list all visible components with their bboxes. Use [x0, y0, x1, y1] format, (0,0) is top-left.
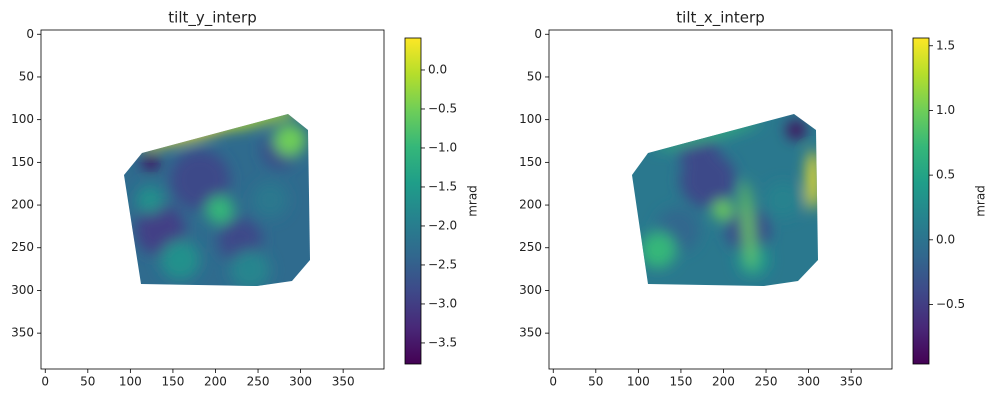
y-tick-label: 150 [11, 155, 34, 169]
x-tick-label: 100 [119, 375, 142, 389]
heatmap-image [632, 114, 818, 286]
chart-title: tilt_x_interp [676, 9, 764, 28]
y-tick-label: 300 [11, 283, 34, 297]
x-tick-label: 0 [549, 375, 557, 389]
colorbar-tick-label: −2.0 [428, 218, 457, 232]
y-tick-label: 100 [11, 112, 34, 126]
y-tick-label: 250 [11, 240, 34, 254]
axes-frame [40, 29, 385, 370]
x-tick-label: 150 [669, 375, 692, 389]
x-tick-label: 250 [755, 375, 778, 389]
x-tick-label: 50 [588, 375, 603, 389]
colorbar [404, 37, 422, 365]
axes-frame [548, 29, 893, 370]
x-tick-label: 50 [80, 375, 95, 389]
x-tick-label: 200 [204, 375, 227, 389]
colorbar-tick-label: 1.5 [936, 38, 955, 52]
colorbar-tick-label: 1.0 [936, 103, 955, 117]
heatmap-blob [765, 182, 801, 218]
heatmap-streak [741, 180, 755, 270]
heatmap-blob [160, 240, 200, 280]
y-tick-label: 350 [519, 326, 542, 340]
y-tick-label: 100 [519, 112, 542, 126]
x-tick-label: 250 [247, 375, 270, 389]
heatmap-blob [230, 250, 270, 286]
y-tick-label: 200 [11, 198, 34, 212]
heatmap-blob [136, 186, 164, 214]
colorbar-tick-label: −3.0 [428, 296, 457, 310]
colorbar [912, 37, 930, 365]
heatmap-image [124, 114, 310, 286]
heatmap-blob [640, 232, 676, 268]
x-tick-label: 300 [289, 375, 312, 389]
y-tick-label: 200 [519, 198, 542, 212]
colorbar-label: mrad [974, 185, 988, 217]
colorbar-label: mrad [466, 185, 480, 217]
colorbar-tick-label: −0.5 [428, 101, 457, 115]
y-tick-label: 350 [11, 326, 34, 340]
y-tick-label: 0 [26, 27, 34, 41]
heatmap-blob [170, 150, 230, 210]
heatmap-blob [713, 200, 733, 220]
x-tick-label: 300 [797, 375, 820, 389]
x-tick-label: 350 [332, 375, 355, 389]
y-tick-label: 0 [534, 27, 542, 41]
x-tick-label: 100 [627, 375, 650, 389]
heatmap-blob [787, 121, 805, 139]
y-tick-label: 150 [519, 155, 542, 169]
heatmap-streak [807, 150, 818, 210]
x-tick-label: 150 [161, 375, 184, 389]
chart-title: tilt_y_interp [168, 9, 256, 28]
colorbar-tick-label: −2.5 [428, 257, 457, 271]
heatmap-blob [274, 124, 306, 156]
colorbar-tick-label: 0.5 [936, 168, 955, 182]
x-tick-label: 200 [712, 375, 735, 389]
colorbar-tick-label: 0.0 [428, 62, 447, 76]
heatmap-blob [143, 154, 159, 170]
colorbar-tick-label: −1.0 [428, 140, 457, 154]
heatmap-blob [252, 182, 288, 218]
colorbar-tick-label: −0.5 [936, 297, 965, 311]
heatmap-texture [640, 119, 818, 276]
colorbar-tick-label: −1.5 [428, 179, 457, 193]
y-tick-label: 50 [19, 69, 34, 83]
x-tick-label: 350 [840, 375, 863, 389]
y-tick-label: 250 [519, 240, 542, 254]
y-tick-label: 300 [519, 283, 542, 297]
y-tick-label: 50 [527, 69, 542, 83]
x-tick-label: 0 [41, 375, 49, 389]
colorbar-tick-label: −3.5 [428, 335, 457, 349]
heatmap-blob [206, 196, 234, 224]
colorbar-tick-label: 0.0 [936, 232, 955, 246]
